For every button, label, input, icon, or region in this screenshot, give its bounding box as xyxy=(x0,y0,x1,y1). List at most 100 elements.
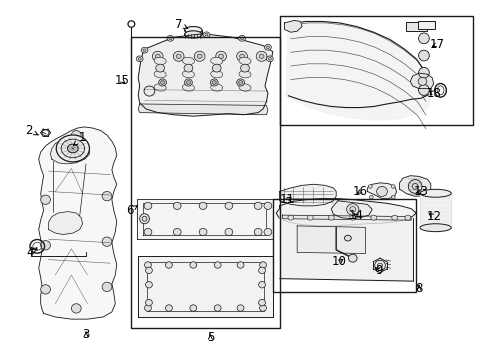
Ellipse shape xyxy=(210,84,222,91)
Ellipse shape xyxy=(204,33,207,36)
Ellipse shape xyxy=(182,57,194,64)
Ellipse shape xyxy=(254,202,262,210)
Ellipse shape xyxy=(214,305,221,311)
Ellipse shape xyxy=(239,57,250,64)
Ellipse shape xyxy=(411,184,417,189)
Ellipse shape xyxy=(144,86,155,96)
Polygon shape xyxy=(282,215,410,220)
Text: 8: 8 xyxy=(414,282,422,295)
Ellipse shape xyxy=(189,262,196,268)
Ellipse shape xyxy=(184,31,202,38)
Text: 9: 9 xyxy=(374,264,382,277)
Ellipse shape xyxy=(136,56,143,62)
Ellipse shape xyxy=(239,84,250,91)
Polygon shape xyxy=(138,256,272,317)
Text: 6: 6 xyxy=(126,204,137,217)
Polygon shape xyxy=(419,193,450,228)
Ellipse shape xyxy=(368,195,372,199)
Ellipse shape xyxy=(160,81,164,84)
Ellipse shape xyxy=(268,58,271,60)
Polygon shape xyxy=(50,138,89,164)
Ellipse shape xyxy=(259,305,266,311)
Polygon shape xyxy=(137,199,272,239)
Ellipse shape xyxy=(41,285,50,294)
Ellipse shape xyxy=(239,71,250,78)
Bar xyxy=(406,22,426,31)
Text: 4: 4 xyxy=(26,246,37,259)
Ellipse shape xyxy=(391,215,397,220)
Ellipse shape xyxy=(182,71,194,78)
Ellipse shape xyxy=(349,215,355,220)
Ellipse shape xyxy=(67,144,78,153)
Ellipse shape xyxy=(197,54,202,58)
Ellipse shape xyxy=(155,54,160,58)
Text: 10: 10 xyxy=(331,255,346,268)
Ellipse shape xyxy=(41,240,50,250)
Ellipse shape xyxy=(344,235,350,241)
Ellipse shape xyxy=(173,51,183,61)
Polygon shape xyxy=(39,127,117,319)
Ellipse shape xyxy=(145,282,152,288)
Polygon shape xyxy=(297,226,365,253)
Ellipse shape xyxy=(166,36,173,41)
Ellipse shape xyxy=(404,215,410,220)
Ellipse shape xyxy=(184,79,192,86)
Text: 12: 12 xyxy=(426,210,440,223)
Ellipse shape xyxy=(165,305,172,311)
Text: 13: 13 xyxy=(413,185,427,198)
Ellipse shape xyxy=(141,47,148,53)
Ellipse shape xyxy=(418,33,428,44)
Ellipse shape xyxy=(349,207,355,212)
Text: 17: 17 xyxy=(429,38,444,51)
Ellipse shape xyxy=(144,228,152,235)
Ellipse shape xyxy=(71,131,81,140)
Ellipse shape xyxy=(224,202,232,210)
Ellipse shape xyxy=(154,84,166,91)
Polygon shape xyxy=(284,21,302,32)
Ellipse shape xyxy=(203,32,209,38)
Ellipse shape xyxy=(258,267,265,274)
Ellipse shape xyxy=(144,202,152,210)
Ellipse shape xyxy=(210,79,218,86)
Ellipse shape xyxy=(239,54,244,58)
Polygon shape xyxy=(138,104,267,115)
Ellipse shape xyxy=(376,186,386,197)
Ellipse shape xyxy=(238,81,242,84)
Ellipse shape xyxy=(407,180,421,193)
Ellipse shape xyxy=(173,228,181,235)
Ellipse shape xyxy=(259,262,266,268)
Ellipse shape xyxy=(328,215,333,220)
Polygon shape xyxy=(399,176,430,196)
Ellipse shape xyxy=(212,81,216,84)
Bar xyxy=(279,16,472,126)
Ellipse shape xyxy=(418,50,428,61)
Ellipse shape xyxy=(418,67,428,78)
Ellipse shape xyxy=(236,79,244,86)
Ellipse shape xyxy=(199,228,206,235)
Ellipse shape xyxy=(390,195,394,199)
Ellipse shape xyxy=(418,85,428,95)
Text: 11: 11 xyxy=(279,193,294,206)
Ellipse shape xyxy=(138,58,141,60)
Ellipse shape xyxy=(102,282,112,292)
Ellipse shape xyxy=(56,135,89,162)
Ellipse shape xyxy=(258,282,265,288)
Ellipse shape xyxy=(287,215,293,220)
Polygon shape xyxy=(48,212,82,234)
Ellipse shape xyxy=(143,49,146,51)
Ellipse shape xyxy=(346,204,358,215)
Polygon shape xyxy=(409,73,433,89)
Text: 7: 7 xyxy=(175,18,187,31)
Ellipse shape xyxy=(258,300,265,306)
Ellipse shape xyxy=(374,260,385,270)
Ellipse shape xyxy=(154,71,166,78)
Polygon shape xyxy=(330,201,371,219)
Text: 5: 5 xyxy=(206,330,214,343)
Ellipse shape xyxy=(194,51,204,61)
Ellipse shape xyxy=(144,262,151,268)
Polygon shape xyxy=(276,199,415,226)
Ellipse shape xyxy=(182,84,194,91)
Polygon shape xyxy=(279,184,335,206)
Ellipse shape xyxy=(184,27,202,34)
Ellipse shape xyxy=(145,267,152,274)
